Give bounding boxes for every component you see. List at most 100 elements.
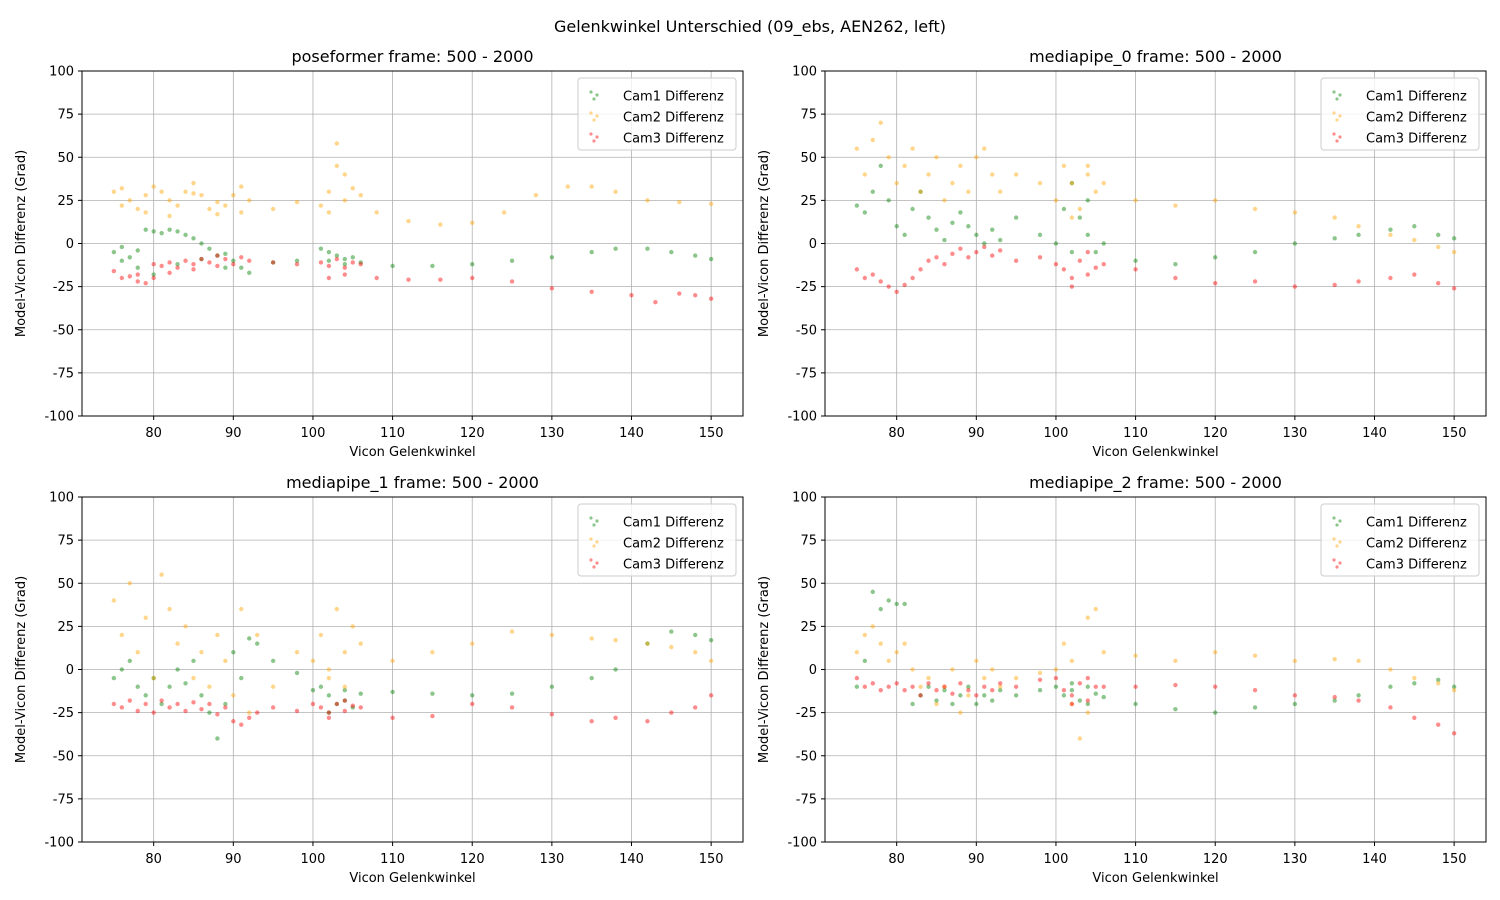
data-point — [191, 191, 196, 196]
series-3 — [111, 253, 714, 305]
data-point — [613, 667, 618, 672]
data-point — [350, 186, 355, 191]
data-point — [1085, 701, 1091, 707]
data-point — [135, 206, 140, 212]
data-point — [1173, 262, 1178, 267]
data-point — [1213, 650, 1218, 655]
legend-marker — [1335, 118, 1339, 122]
data-point — [175, 265, 180, 270]
data-point — [430, 650, 435, 655]
data-point — [1388, 684, 1393, 689]
data-point — [143, 227, 148, 232]
legend-marker — [1338, 135, 1342, 139]
data-point — [1252, 705, 1258, 710]
data-point — [119, 186, 125, 191]
x-tick-label: 80 — [145, 852, 162, 867]
data-point — [870, 189, 875, 194]
legend-marker — [592, 118, 596, 122]
data-point — [926, 681, 931, 686]
data-point — [270, 684, 276, 689]
data-point — [910, 206, 915, 212]
data-point — [318, 260, 324, 265]
legend-label: Cam2 Differenz — [1366, 111, 1467, 126]
y-tick-label: -75 — [53, 792, 74, 807]
data-point — [135, 265, 140, 270]
data-point — [1356, 693, 1361, 698]
data-point — [854, 267, 860, 272]
data-point — [926, 215, 931, 220]
data-point — [1332, 282, 1337, 288]
data-point — [894, 650, 899, 655]
data-point — [143, 193, 148, 198]
y-tick-label: 0 — [66, 237, 74, 252]
data-point — [1069, 701, 1075, 707]
data-point — [318, 203, 324, 208]
data-point — [974, 155, 979, 160]
data-point — [470, 262, 475, 267]
series-3 — [854, 675, 1457, 736]
data-point — [151, 272, 156, 277]
data-point — [239, 210, 244, 215]
x-tick-label: 90 — [968, 426, 985, 441]
data-point — [438, 277, 443, 282]
x-tick-label: 140 — [1362, 426, 1387, 441]
data-point — [1213, 255, 1218, 260]
data-point — [1173, 658, 1178, 664]
data-point — [990, 698, 995, 703]
data-point — [1053, 675, 1059, 681]
data-point — [470, 275, 475, 281]
data-point — [159, 263, 164, 269]
y-tick-label: 50 — [800, 577, 817, 592]
x-tick-label: 140 — [619, 426, 644, 441]
y-tick-label: 0 — [66, 663, 74, 678]
data-point — [974, 249, 979, 255]
data-point — [910, 684, 915, 689]
legend-marker — [1332, 111, 1336, 115]
data-point — [151, 184, 156, 189]
data-point — [326, 675, 332, 681]
y-tick-label: 50 — [57, 151, 74, 166]
data-point — [334, 141, 340, 146]
data-point — [135, 248, 140, 253]
y-tick-label: 75 — [57, 534, 74, 549]
data-point — [645, 641, 650, 646]
legend-box — [577, 77, 737, 151]
data-point — [1037, 677, 1043, 683]
data-point — [135, 684, 140, 689]
data-point — [1356, 279, 1361, 284]
data-point — [406, 277, 411, 282]
data-point — [199, 693, 204, 698]
data-point — [119, 667, 125, 672]
data-point — [902, 163, 907, 169]
data-point — [1061, 693, 1067, 698]
data-point — [127, 255, 132, 260]
data-point — [1292, 241, 1298, 246]
data-point — [509, 279, 515, 284]
x-tick-label: 100 — [301, 426, 326, 441]
data-point — [326, 275, 332, 281]
x-tick-label: 100 — [301, 852, 326, 867]
data-point — [1356, 698, 1361, 703]
data-point — [1093, 249, 1098, 255]
legend-label: Cam1 Differenz — [1366, 516, 1467, 531]
data-point — [934, 155, 939, 160]
x-tick-label: 130 — [539, 426, 564, 441]
data-point — [998, 248, 1003, 253]
series-2 — [111, 572, 714, 715]
data-point — [191, 658, 196, 664]
data-point — [358, 193, 363, 198]
data-point — [1356, 232, 1361, 238]
legend-label: Cam2 Differenz — [623, 111, 724, 126]
data-point — [862, 658, 868, 664]
data-point — [231, 193, 236, 198]
data-point — [167, 213, 172, 219]
data-point — [175, 262, 180, 267]
data-point — [350, 255, 355, 260]
data-point — [1069, 180, 1075, 186]
data-point — [870, 624, 875, 629]
x-tick-label: 140 — [619, 852, 644, 867]
y-tick-label: -50 — [53, 323, 74, 338]
data-point — [151, 675, 156, 681]
data-point — [589, 289, 594, 294]
data-point — [326, 249, 332, 255]
